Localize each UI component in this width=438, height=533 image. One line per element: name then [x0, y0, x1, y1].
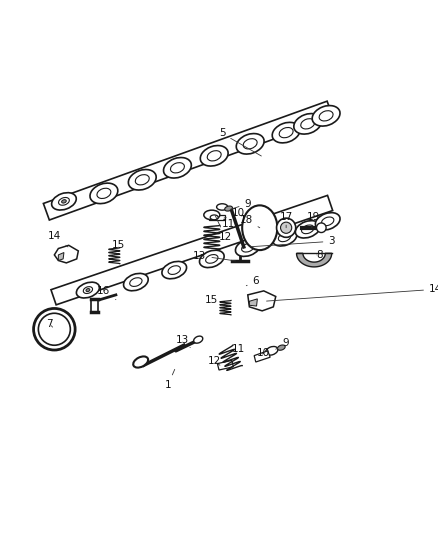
Ellipse shape	[194, 336, 203, 343]
Text: 14: 14	[267, 284, 438, 301]
Ellipse shape	[97, 188, 111, 198]
Text: 1: 1	[165, 369, 175, 390]
Ellipse shape	[312, 106, 340, 126]
Text: 13: 13	[193, 251, 236, 261]
Polygon shape	[248, 291, 276, 311]
Ellipse shape	[34, 309, 75, 350]
Ellipse shape	[242, 244, 254, 252]
Ellipse shape	[236, 239, 260, 256]
Text: 12: 12	[208, 356, 221, 366]
Polygon shape	[54, 245, 78, 263]
Ellipse shape	[276, 218, 296, 237]
Ellipse shape	[265, 346, 278, 355]
Ellipse shape	[205, 255, 218, 263]
Polygon shape	[43, 101, 333, 220]
Text: 9: 9	[230, 199, 251, 209]
Ellipse shape	[317, 223, 326, 232]
Ellipse shape	[225, 206, 233, 211]
Ellipse shape	[315, 213, 340, 230]
Ellipse shape	[236, 134, 264, 154]
Text: 9: 9	[276, 338, 290, 349]
Ellipse shape	[210, 215, 218, 220]
Text: 6: 6	[246, 276, 259, 286]
Text: 10: 10	[224, 208, 245, 219]
Ellipse shape	[90, 183, 118, 204]
Ellipse shape	[294, 114, 321, 134]
Ellipse shape	[272, 123, 300, 143]
Ellipse shape	[62, 200, 66, 203]
Ellipse shape	[39, 313, 71, 345]
Ellipse shape	[170, 163, 184, 173]
Ellipse shape	[295, 221, 320, 238]
Ellipse shape	[59, 198, 69, 205]
Ellipse shape	[199, 250, 224, 268]
Ellipse shape	[242, 205, 277, 250]
Ellipse shape	[301, 225, 314, 233]
Ellipse shape	[243, 139, 257, 149]
Ellipse shape	[128, 169, 156, 190]
Ellipse shape	[200, 146, 228, 166]
Ellipse shape	[321, 217, 334, 225]
Ellipse shape	[207, 151, 221, 161]
Text: 15: 15	[205, 295, 226, 305]
Ellipse shape	[279, 127, 293, 138]
Ellipse shape	[83, 287, 92, 294]
Ellipse shape	[162, 261, 187, 279]
Polygon shape	[58, 253, 64, 261]
Ellipse shape	[135, 175, 149, 185]
Ellipse shape	[76, 282, 99, 298]
Ellipse shape	[168, 266, 180, 274]
Text: 19: 19	[307, 212, 320, 228]
Polygon shape	[297, 253, 332, 267]
Text: 12: 12	[215, 216, 232, 243]
Text: 11: 11	[216, 219, 235, 232]
Text: 5: 5	[219, 128, 261, 156]
Text: 15: 15	[112, 240, 125, 255]
Text: 3: 3	[251, 236, 335, 247]
Text: 17: 17	[279, 212, 293, 228]
Ellipse shape	[86, 288, 90, 292]
Ellipse shape	[124, 273, 148, 291]
Ellipse shape	[130, 278, 142, 286]
Ellipse shape	[301, 119, 314, 129]
Ellipse shape	[279, 233, 291, 241]
Ellipse shape	[163, 158, 191, 178]
Polygon shape	[249, 299, 258, 306]
Ellipse shape	[319, 111, 333, 121]
Text: 14: 14	[48, 231, 68, 247]
Text: 8: 8	[316, 250, 323, 260]
Text: 10: 10	[257, 348, 270, 358]
Polygon shape	[209, 215, 226, 220]
Text: 13: 13	[176, 335, 190, 348]
Ellipse shape	[204, 210, 220, 220]
Text: 11: 11	[230, 344, 245, 357]
Polygon shape	[51, 196, 333, 305]
Ellipse shape	[281, 222, 292, 233]
Ellipse shape	[217, 204, 228, 210]
Ellipse shape	[278, 345, 285, 350]
Text: 16: 16	[97, 286, 116, 300]
Text: 7: 7	[46, 319, 53, 329]
Ellipse shape	[272, 229, 297, 246]
Polygon shape	[254, 351, 270, 362]
Ellipse shape	[52, 192, 76, 210]
Ellipse shape	[133, 357, 148, 368]
Text: 18: 18	[240, 215, 260, 228]
Polygon shape	[217, 360, 233, 370]
